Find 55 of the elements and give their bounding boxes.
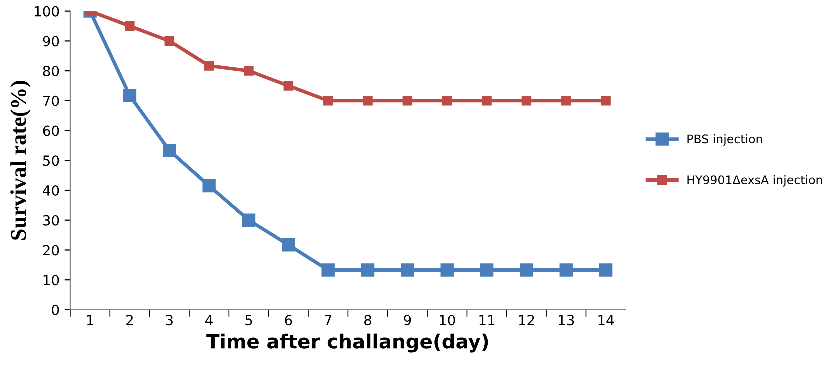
point <box>560 264 573 277</box>
point <box>482 96 492 106</box>
x-tick-label: 3 <box>166 315 173 326</box>
point <box>284 81 294 91</box>
y-tick-label: 10 <box>44 275 60 286</box>
x-tick-label: 1 <box>87 315 94 326</box>
y-tick-label: 30 <box>43 215 60 226</box>
point <box>322 264 335 277</box>
legend-label: PBS injection <box>688 134 762 146</box>
x-tick-label: 13 <box>559 315 574 326</box>
legend-label: HY9901ΔexsA injection <box>688 175 822 187</box>
y-tick-label: 90 <box>43 36 60 47</box>
point <box>204 61 214 71</box>
x-tick-label: 2 <box>126 315 134 326</box>
point <box>480 264 494 277</box>
y-tick-label: 70 <box>44 96 60 106</box>
y-axis-title: Survival rate(%) <box>10 81 31 240</box>
point <box>123 89 137 102</box>
x-tick-label: 11 <box>480 315 495 326</box>
y-tick-label: 60 <box>43 126 60 136</box>
y-tick-label: 100 <box>35 6 60 17</box>
point <box>323 96 334 106</box>
point <box>440 264 454 277</box>
x-tick-label: 12 <box>519 315 534 326</box>
point <box>363 96 373 106</box>
point <box>282 238 296 252</box>
point <box>520 264 534 277</box>
x-tick-label: 10 <box>440 315 456 326</box>
point <box>361 264 375 277</box>
y-tick-label: 0 <box>52 304 60 316</box>
point <box>202 179 216 193</box>
x-tick-label: 14 <box>598 315 614 326</box>
x-axis-title: Time after challange(day) <box>206 334 488 353</box>
point <box>125 21 135 32</box>
point <box>401 264 414 277</box>
point <box>402 96 413 106</box>
point <box>442 96 452 106</box>
x-tick-label: 5 <box>246 315 252 326</box>
point <box>242 214 256 227</box>
point <box>562 96 572 106</box>
point <box>599 264 613 277</box>
x-tick-label: 7 <box>325 315 332 326</box>
x-tick-label: 8 <box>364 315 372 326</box>
x-tick-label: 6 <box>285 315 292 326</box>
point <box>244 66 254 76</box>
point <box>522 96 532 106</box>
point <box>163 144 176 158</box>
x-tick-label: 9 <box>404 315 412 326</box>
y-tick-label: 50 <box>43 156 60 166</box>
y-tick-label: 80 <box>43 66 60 77</box>
x-tick-label: 4 <box>206 315 213 326</box>
y-tick-label: 40 <box>43 185 60 196</box>
point <box>601 96 611 106</box>
point <box>164 36 175 46</box>
y-tick-label: 20 <box>43 245 60 256</box>
